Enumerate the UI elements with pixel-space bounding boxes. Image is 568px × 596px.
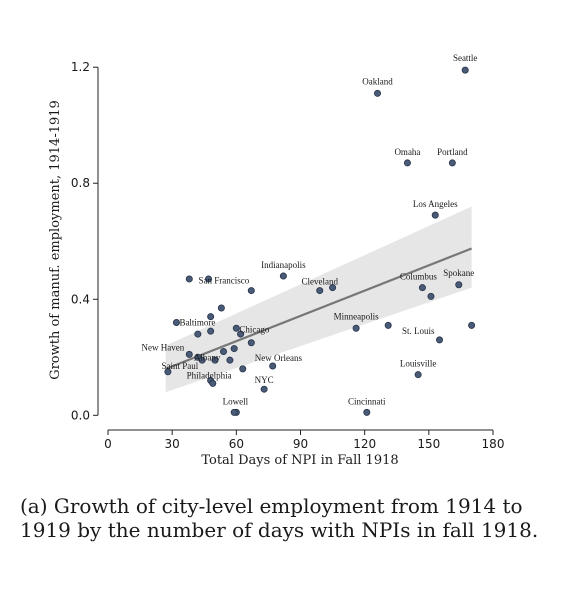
point-label: Baltimore bbox=[179, 317, 215, 327]
point-label: Cleveland bbox=[302, 277, 339, 287]
data-point-oakland bbox=[373, 89, 381, 97]
data-point bbox=[329, 284, 337, 292]
data-point bbox=[230, 408, 238, 416]
data-point-los-angeles bbox=[431, 211, 439, 219]
point-label: Louisville bbox=[400, 359, 437, 369]
point-label: Columbus bbox=[400, 272, 438, 282]
x-tick-label: 0 bbox=[104, 437, 112, 451]
data-point-spokane bbox=[455, 281, 463, 289]
data-point bbox=[427, 292, 435, 300]
point-labels: Seattle Oakland Omaha Portland Los Angeles In… bbox=[142, 53, 478, 406]
confidence-band bbox=[165, 206, 472, 393]
point-label: Minneapolis bbox=[334, 311, 379, 321]
data-point-new-haven bbox=[185, 350, 193, 358]
point-label: Omaha bbox=[394, 147, 420, 157]
point-label: Oakland bbox=[362, 76, 393, 86]
data-point-omaha bbox=[403, 159, 411, 167]
point-label: NYC bbox=[255, 375, 274, 385]
data-point-st-louis bbox=[436, 336, 444, 344]
x-tick-label: 90 bbox=[293, 437, 308, 451]
data-point-chicago bbox=[232, 324, 240, 332]
point-label: Portland bbox=[437, 147, 468, 157]
point-label: Los Angeles bbox=[413, 199, 458, 209]
ci-band-group bbox=[165, 206, 472, 393]
data-point-new-orleans bbox=[239, 365, 247, 373]
x-tick-label: 30 bbox=[165, 437, 180, 451]
data-point-nyc bbox=[260, 385, 268, 393]
x-axis-title: Total Days of NPI in Fall 1918 bbox=[201, 453, 398, 468]
data-point bbox=[217, 304, 225, 312]
data-point-louisville bbox=[414, 371, 422, 379]
data-point-seattle bbox=[461, 66, 469, 74]
data-point-baltimore bbox=[172, 318, 180, 326]
point-label: New Orleans bbox=[255, 353, 303, 363]
data-point bbox=[185, 275, 193, 283]
scatter-chart: 0.0 0.4 0.8 1.2 0 30 60 90 120 150 180 Seattle Oak… bbox=[48, 53, 504, 468]
point-label: Spokane bbox=[443, 268, 474, 278]
data-point-san-francisco bbox=[247, 287, 255, 295]
x-tick-label: 120 bbox=[353, 437, 376, 451]
point-label: Cincinnati bbox=[348, 396, 386, 406]
data-point-minneapolis bbox=[352, 324, 360, 332]
data-point-portland bbox=[448, 159, 456, 167]
y-tick-label: 0.0 bbox=[71, 408, 90, 422]
data-point bbox=[237, 330, 245, 338]
data-point bbox=[247, 339, 255, 347]
data-point bbox=[468, 321, 476, 329]
data-point bbox=[205, 275, 213, 283]
point-label: Chicago bbox=[239, 324, 269, 334]
data-points bbox=[164, 66, 476, 416]
data-point bbox=[211, 356, 219, 364]
data-point-indianapolis bbox=[279, 272, 287, 280]
point-label: Indianapolis bbox=[261, 260, 306, 270]
data-point-columbus bbox=[418, 284, 426, 292]
y-tick-label: 1.2 bbox=[71, 60, 90, 74]
point-label: Albany bbox=[194, 352, 221, 362]
point-label: Seattle bbox=[453, 53, 478, 63]
data-point bbox=[230, 345, 238, 353]
data-point-cincinnati bbox=[363, 408, 371, 416]
x-tick-label: 180 bbox=[482, 437, 505, 451]
y-axis-ticks: 0.0 0.4 0.8 1.2 bbox=[71, 60, 98, 422]
y-axis-title: Growth of manuf. employment, 1914-1919 bbox=[48, 100, 63, 380]
point-label: Philadelphia bbox=[187, 370, 232, 380]
data-point-saint-paul bbox=[164, 368, 172, 376]
data-point bbox=[269, 362, 277, 370]
fit-line bbox=[165, 247, 473, 370]
point-label: Saint Paul bbox=[162, 361, 199, 371]
data-point bbox=[384, 321, 392, 329]
x-axis-ticks: 0 30 60 90 120 150 180 bbox=[104, 430, 504, 451]
data-point-cleveland bbox=[316, 287, 324, 295]
point-label: St. Louis bbox=[402, 326, 435, 336]
point-label: Lowell bbox=[223, 396, 249, 406]
point-label: San Francisco bbox=[199, 276, 250, 286]
data-point bbox=[219, 347, 227, 355]
data-point bbox=[198, 356, 206, 364]
y-tick-label: 0.8 bbox=[71, 176, 90, 190]
data-point bbox=[207, 327, 215, 335]
data-point bbox=[209, 379, 217, 387]
y-tick-label: 0.4 bbox=[71, 292, 90, 306]
data-point bbox=[194, 330, 202, 338]
data-point bbox=[226, 356, 234, 364]
figure-caption: (a) Growth of city-level employment from… bbox=[20, 494, 539, 542]
x-tick-label: 60 bbox=[229, 437, 244, 451]
x-tick-label: 150 bbox=[417, 437, 440, 451]
data-point bbox=[207, 313, 215, 321]
point-label: New Haven bbox=[142, 342, 185, 352]
